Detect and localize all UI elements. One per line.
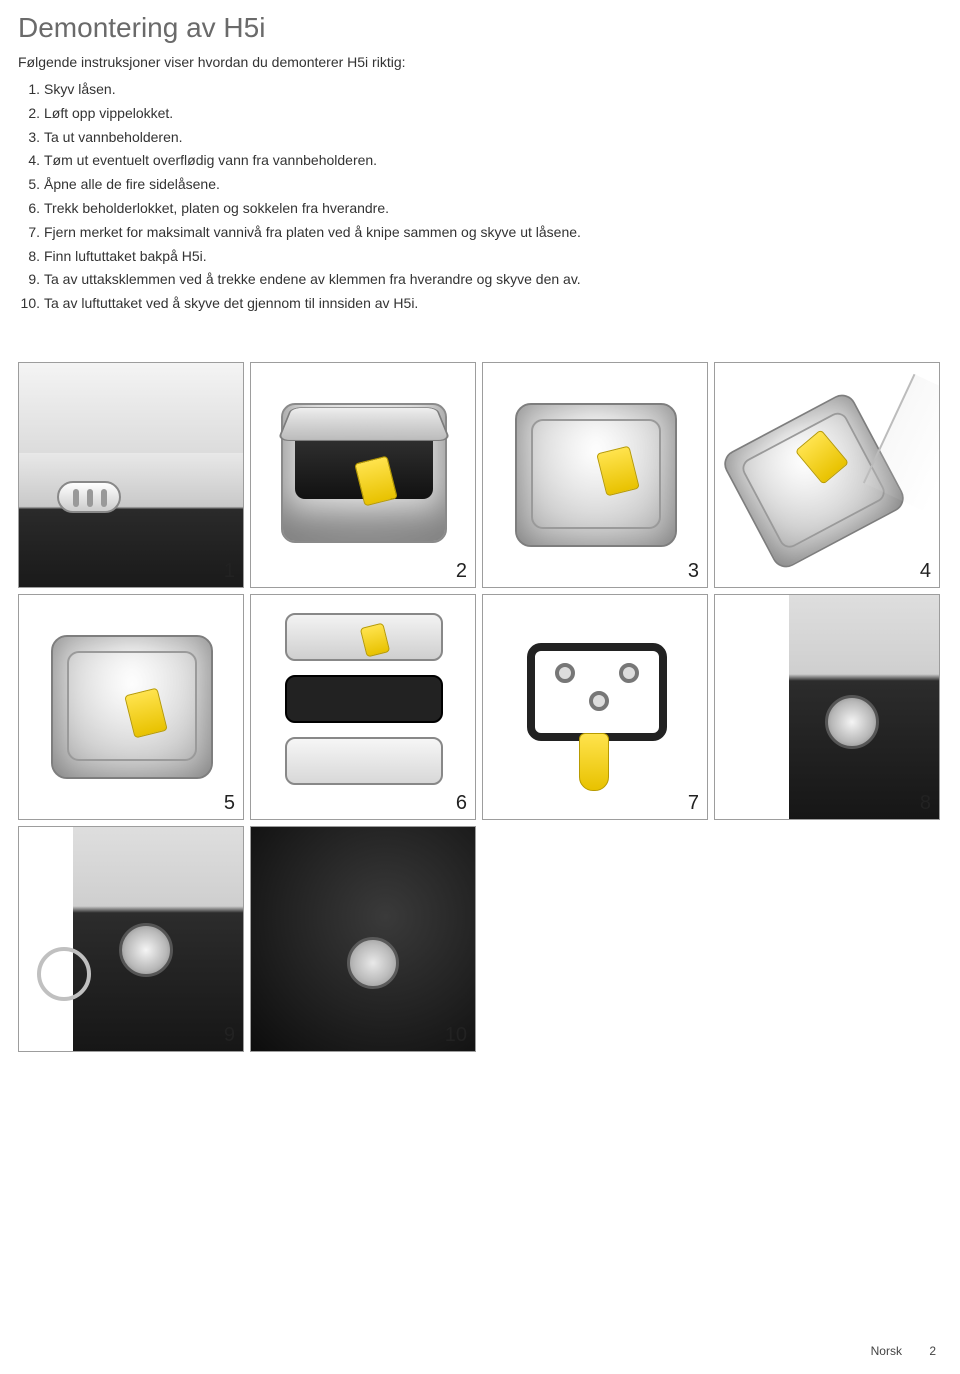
latch-icon (57, 481, 121, 513)
list-item: 1.Skyv låsen. (44, 78, 942, 102)
figure-panel: 8 (714, 594, 940, 820)
step-number: 8. (18, 245, 40, 269)
step-text: Ta av luftuttaket ved å skyve det gjenno… (44, 295, 418, 311)
water-tub-illustration (515, 403, 677, 547)
step-number: 3. (18, 126, 40, 150)
step-number: 1. (18, 78, 40, 102)
device-illustration (19, 363, 243, 464)
list-item: 3.Ta ut vannbeholderen. (44, 126, 942, 150)
step-number: 9. (18, 268, 40, 292)
figure-number: 6 (456, 792, 467, 815)
instruction-list: 1.Skyv låsen. 2.Løft opp vippelokket. 3.… (18, 78, 942, 316)
step-number: 4. (18, 149, 40, 173)
step-text: Fjern merket for maksimalt vannivå fra p… (44, 224, 581, 240)
figure-number: 10 (445, 1024, 467, 1047)
step-number: 6. (18, 197, 40, 221)
step-number: 7. (18, 221, 40, 245)
figure-panel: 7 (482, 594, 708, 820)
figure-panel: 6 (250, 594, 476, 820)
step-number: 10. (18, 292, 40, 316)
figure-number: 1 (224, 560, 235, 583)
step-text: Trekk beholderlokket, platen og sokkelen… (44, 200, 389, 216)
air-outlet-port-illustration (825, 695, 879, 749)
figure-grid: 1 2 3 4 5 (18, 362, 940, 1052)
figure-panel: 1 (18, 362, 244, 588)
figure-number: 4 (920, 560, 931, 583)
footer-page-number: 2 (929, 1344, 936, 1358)
figure-number: 8 (920, 792, 931, 815)
page-footer: Norsk 2 (871, 1344, 936, 1358)
figure-number: 3 (688, 560, 699, 583)
outlet-clamp-illustration (37, 947, 91, 1001)
list-item: 8.Finn luftuttaket bakpå H5i. (44, 245, 942, 269)
device-illustration (19, 453, 243, 587)
step-text: Skyv låsen. (44, 81, 116, 97)
manual-page: Demontering av H5i Følgende instruksjone… (0, 0, 960, 1374)
list-item: 2.Løft opp vippelokket. (44, 102, 942, 126)
figure-panel: 3 (482, 362, 708, 588)
intro-text: Følgende instruksjoner viser hvordan du … (18, 54, 942, 70)
step-number: 5. (18, 173, 40, 197)
footer-language: Norsk (871, 1344, 902, 1358)
max-level-tag-icon (579, 733, 609, 791)
lid-illustration (277, 407, 451, 441)
figure-panel: 4 (714, 362, 940, 588)
figure-number: 9 (224, 1024, 235, 1047)
figure-number: 2 (456, 560, 467, 583)
figure-panel: 10 (250, 826, 476, 1052)
list-item: 6.Trekk beholderlokket, platen og sokkel… (44, 197, 942, 221)
figure-panel: 9 (18, 826, 244, 1052)
figure-panel: 5 (18, 594, 244, 820)
air-outlet-tube-illustration (347, 937, 399, 989)
tub-base-illustration (285, 737, 443, 785)
step-text: Ta ut vannbeholderen. (44, 129, 183, 145)
figure-panel: 2 (250, 362, 476, 588)
list-item: 7.Fjern merket for maksimalt vannivå fra… (44, 221, 942, 245)
air-outlet-port-illustration (119, 923, 173, 977)
figure-number: 7 (688, 792, 699, 815)
step-text: Åpne alle de fire sidelåsene. (44, 176, 220, 192)
list-item: 9.Ta av uttaksklemmen ved å trekke enden… (44, 268, 942, 292)
gasket-plate-illustration (285, 675, 443, 723)
step-number: 2. (18, 102, 40, 126)
figure-number: 5 (224, 792, 235, 815)
step-text: Ta av uttaksklemmen ved å trekke endene … (44, 271, 581, 287)
step-text: Finn luftuttaket bakpå H5i. (44, 248, 207, 264)
list-item: 4.Tøm ut eventuelt overflødig vann fra v… (44, 149, 942, 173)
list-item: 5.Åpne alle de fire sidelåsene. (44, 173, 942, 197)
step-text: Løft opp vippelokket. (44, 105, 173, 121)
list-item: 10.Ta av luftuttaket ved å skyve det gje… (44, 292, 942, 316)
gasket-plate-illustration (527, 643, 667, 741)
page-title: Demontering av H5i (18, 12, 942, 44)
step-text: Tøm ut eventuelt overflødig vann fra van… (44, 152, 377, 168)
